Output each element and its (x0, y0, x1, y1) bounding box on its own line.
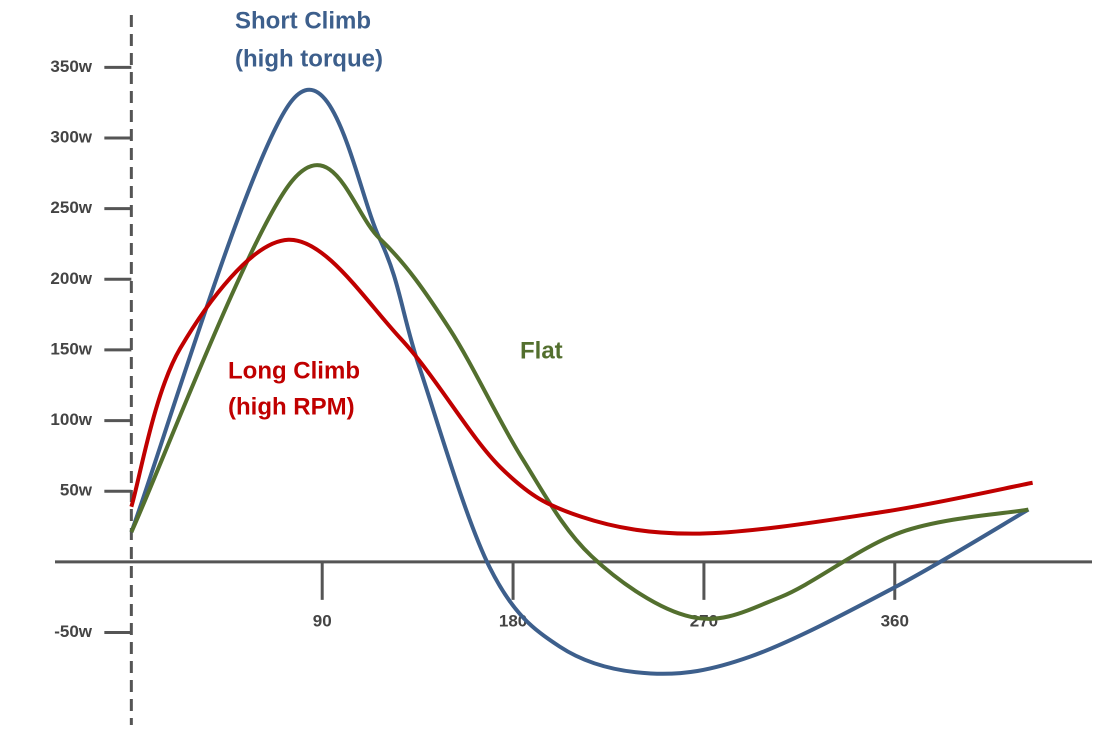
series-label: Flat (520, 337, 563, 364)
y-tick-label: 50w (60, 481, 93, 500)
y-tick-label: 250w (50, 198, 92, 217)
line (129, 88, 1030, 676)
y-tick-label: 200w (50, 269, 92, 288)
x-tick-label: 270 (690, 611, 718, 630)
line (129, 237, 1034, 536)
series-note: (high RPM) (228, 393, 355, 420)
y-tick-label: 100w (50, 410, 92, 429)
x-tick-label: 90 (313, 611, 332, 630)
x-tick-label: 360 (881, 611, 909, 630)
x-tick-label: 180 (499, 611, 527, 630)
y-tick-label: -50w (54, 622, 93, 641)
line (129, 163, 1029, 621)
y-tick-label: 300w (50, 128, 92, 147)
series-label: Long Climb (228, 357, 360, 384)
series-label: Short Climb (235, 7, 371, 34)
y-tick-label: 150w (50, 339, 92, 358)
y-tick-label: 350w (50, 57, 92, 76)
series-note: (high torque) (235, 45, 383, 72)
